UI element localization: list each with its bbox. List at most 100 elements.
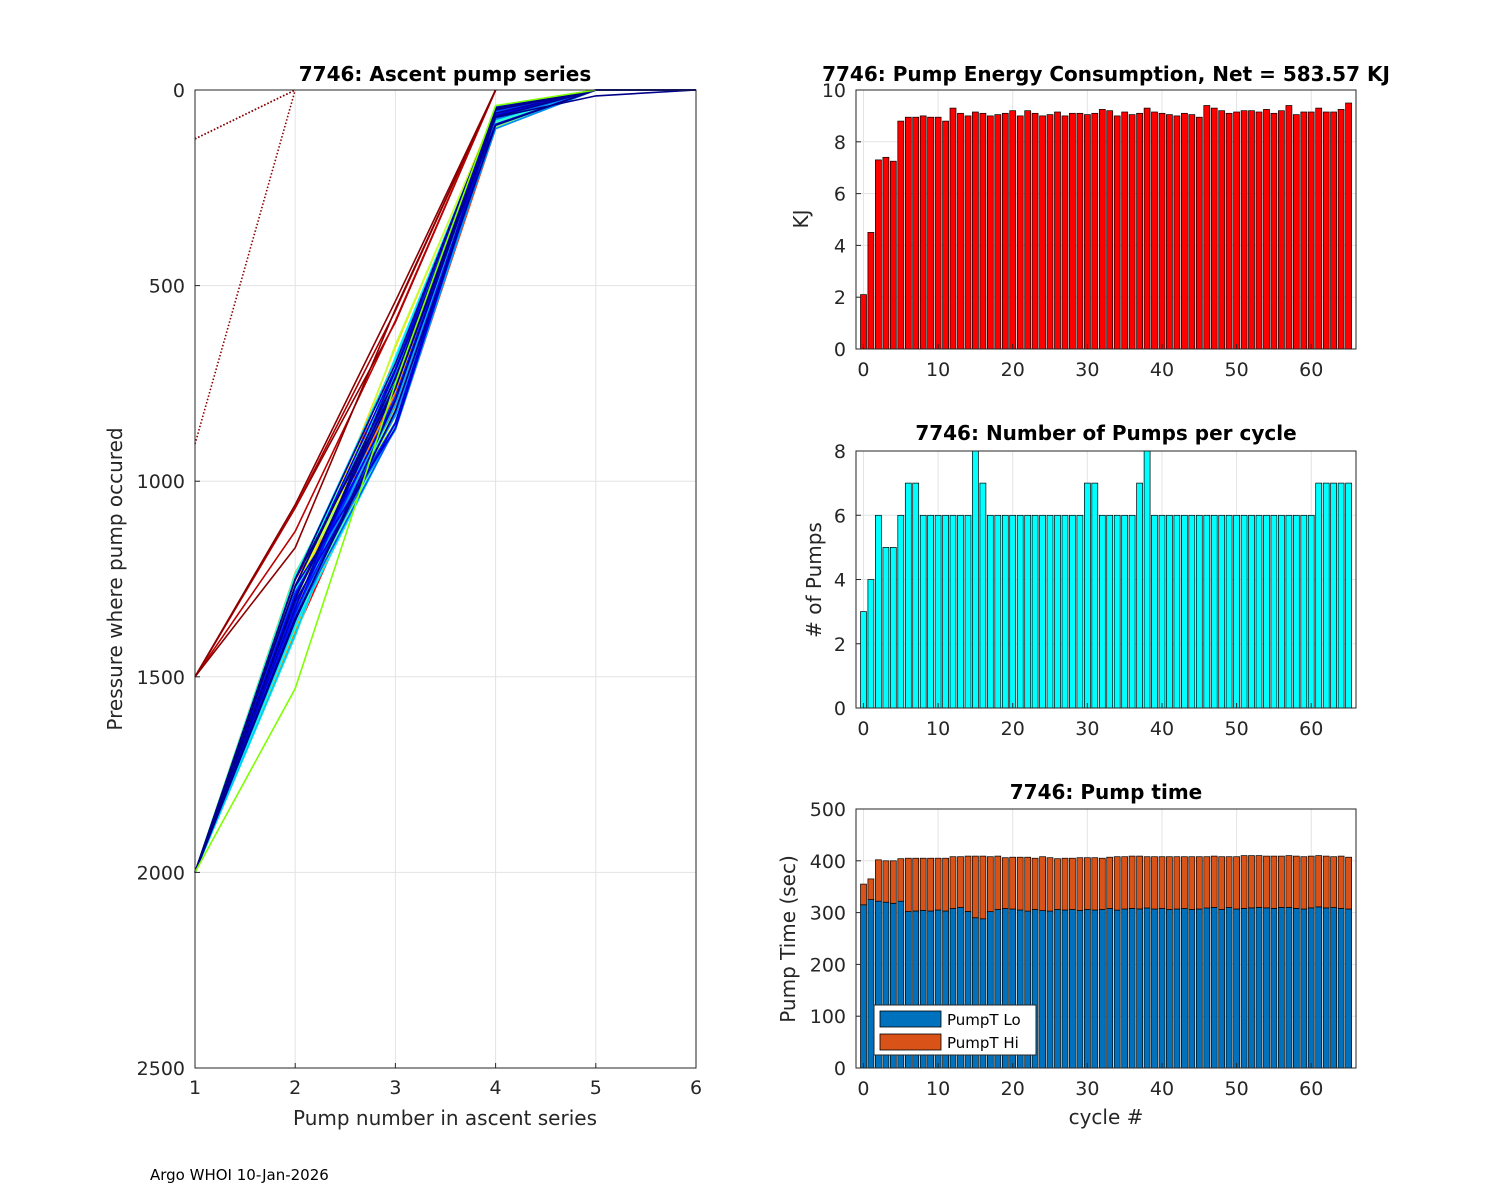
pumptime-bar-hi <box>1315 855 1323 908</box>
energy-bar <box>1270 112 1278 350</box>
pumptime-bar-lo <box>1061 909 1069 1069</box>
pumps-bar <box>1016 514 1024 709</box>
pumps-bar <box>1009 514 1017 709</box>
ascent-ytick-label: 0 <box>173 80 185 102</box>
pumps-bar <box>1136 482 1143 709</box>
ascent-pump-series-panel: 1 2 3 4 5 6 0 500 1000 1500 2000 2500 7746: Ascent … <box>103 62 702 1130</box>
energy-bar <box>1076 112 1084 350</box>
ascent-ytick-label: 2000 <box>137 862 185 884</box>
pumps-xtick-label: 50 <box>1225 718 1249 740</box>
pumps-ytick-label: 8 <box>834 441 846 463</box>
pumps-bar <box>1076 514 1084 709</box>
energy-bar <box>1143 107 1151 350</box>
pumptime-xtick-label: 40 <box>1150 1078 1174 1100</box>
pumps-bar <box>875 514 882 709</box>
pumptime-bar-hi <box>904 857 912 912</box>
pumps-ytick-label: 0 <box>834 698 846 720</box>
energy-bar <box>1069 112 1076 350</box>
pumptime-bar-lo <box>1322 907 1330 1069</box>
pumps-bar <box>1143 450 1151 709</box>
energy-bar <box>1031 112 1039 350</box>
pumptime-bar-lo <box>1166 909 1173 1069</box>
pumptime-bar-hi <box>1233 856 1240 910</box>
pumptime-bar-lo <box>1300 908 1308 1069</box>
pumps-bar <box>1322 482 1330 709</box>
energy-xtick-label: 20 <box>1001 359 1025 381</box>
pumps-bar <box>1158 514 1166 709</box>
pumptime-ytick-label: 400 <box>810 851 846 873</box>
energy-bar <box>1240 110 1248 350</box>
energy-bar <box>1218 110 1226 350</box>
pumps-bars <box>860 450 1352 709</box>
pumps-bar <box>1166 514 1173 709</box>
energy-bar <box>1248 110 1255 350</box>
pumps-ytick-label: 4 <box>834 570 846 592</box>
energy-bar <box>1195 116 1203 350</box>
energy-bar <box>1113 115 1121 350</box>
pumptime-bar-lo <box>1203 907 1211 1069</box>
pumps-bar <box>957 514 964 709</box>
energy-bar <box>912 116 920 350</box>
pumps-bar <box>1121 514 1129 709</box>
energy-ytick-label: 10 <box>822 80 846 102</box>
energy-bar <box>927 116 934 350</box>
pumps-ticks: 0 10 20 30 40 50 60 0 2 4 6 8 <box>834 441 1323 740</box>
pumptime-bar-lo <box>1270 908 1278 1069</box>
pumptime-bar-hi <box>927 857 934 912</box>
energy-bar <box>1188 114 1196 350</box>
energy-bar <box>1210 107 1218 350</box>
ascent-ytick-label: 2500 <box>137 1058 185 1080</box>
pumptime-ytick-label: 100 <box>810 1006 846 1028</box>
pumptime-bar-hi <box>949 856 957 909</box>
pumps-bar <box>1285 514 1293 709</box>
pumps-bar <box>1330 482 1337 709</box>
pumptime-xlabel: cycle # <box>1069 1105 1144 1129</box>
pumps-bar <box>994 514 1002 709</box>
pumptime-bar-hi <box>1158 856 1166 909</box>
energy-bar <box>889 160 897 350</box>
ascent-summary-line <box>194 89 697 873</box>
ascent-xtick-label: 6 <box>690 1077 702 1099</box>
energy-bar <box>897 120 905 350</box>
pumptime-bar-hi <box>1039 856 1046 911</box>
pumps-bar <box>1292 514 1300 709</box>
pumptime-bar-hi <box>1203 856 1211 909</box>
pumptime-bar-hi <box>1255 855 1263 908</box>
energy-bar <box>1322 111 1330 350</box>
footer-credit: Argo WHOI 10-Jan-2026 <box>150 1166 329 1184</box>
pumps-bar <box>904 482 912 709</box>
energy-bar <box>1001 112 1009 350</box>
pumps-bar <box>1054 514 1061 709</box>
energy-bar <box>1158 112 1166 350</box>
pumptime-bar-hi <box>1046 857 1054 912</box>
ascent-ytick-label: 500 <box>149 276 185 298</box>
pumptime-bar-lo <box>1307 907 1315 1069</box>
energy-ytick-label: 8 <box>834 132 846 154</box>
pumps-bar <box>1255 514 1263 709</box>
pumptime-bar-hi <box>912 857 920 912</box>
pumps-bar <box>897 514 905 709</box>
pumps-bar <box>1248 514 1255 709</box>
pumps-bar <box>882 547 890 709</box>
pumps-bar <box>986 514 994 709</box>
pumps-title: 7746: Number of Pumps per cycle <box>915 421 1296 445</box>
pumps-bar <box>1069 514 1076 709</box>
energy-bar <box>1084 114 1091 350</box>
ascent-xtick-label: 5 <box>590 1077 602 1099</box>
pumps-xtick-label: 20 <box>1001 718 1025 740</box>
pumps-ylabel: # of Pumps <box>802 522 826 638</box>
energy-bar <box>882 156 890 350</box>
pumptime-bar-lo <box>1315 906 1323 1069</box>
pumptime-bar-lo <box>1046 910 1054 1069</box>
energy-ticks: 0 10 20 30 40 50 60 0 2 4 6 8 10 <box>822 80 1324 381</box>
pumps-bar <box>1046 514 1054 709</box>
pumps-bar <box>1270 514 1278 709</box>
ascent-ylabel: Pressure where pump occured <box>103 427 127 730</box>
energy-xtick-label: 50 <box>1225 359 1249 381</box>
pumptime-bar-lo <box>1054 909 1061 1069</box>
pumptime-bar-hi <box>1128 855 1136 909</box>
pumps-bar <box>934 514 942 709</box>
pumptime-bar-hi <box>1098 857 1106 910</box>
pump-time-panel: 0 10 20 30 40 50 60 0 100 200 300 400 500 7746: Pump… <box>776 780 1357 1129</box>
energy-bar <box>964 115 972 350</box>
